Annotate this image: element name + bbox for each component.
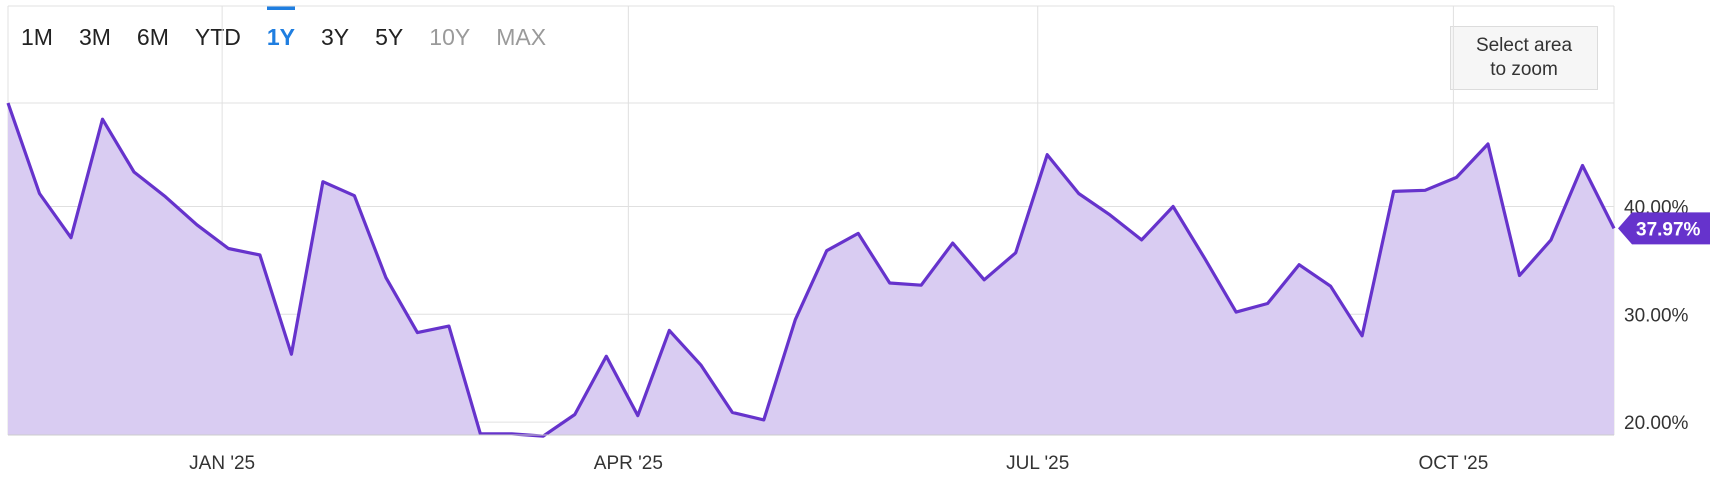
range-button-5y[interactable]: 5Y (375, 24, 404, 50)
x-tick-label: APR '25 (594, 453, 663, 474)
series-line (6, 102, 1616, 438)
zoom-hint-line2: to zoom (1490, 59, 1558, 80)
range-button-10y: 10Y (429, 24, 471, 50)
x-tick-label: JUL '25 (1006, 453, 1069, 474)
last-value-badge (1618, 212, 1710, 245)
y-tick-label: 30.00% (1624, 305, 1689, 326)
range-button-3m[interactable]: 3M (78, 24, 111, 50)
last-value-label: 37.97% (1636, 219, 1701, 240)
y-tick-label: 20.00% (1624, 413, 1689, 434)
series-area (8, 103, 1614, 437)
x-tick-label: JAN '25 (189, 453, 255, 474)
range-selector: 1M 3M 6M YTD 1Y 3Y 5Y 10Y MAX (8, 6, 559, 62)
zoom-hint: Select area to zoom (1450, 26, 1598, 90)
zoom-hint-line1: Select area (1475, 35, 1573, 56)
range-button-max: MAX (496, 24, 547, 50)
range-button-6m[interactable]: 6M (136, 24, 169, 50)
range-button-1y[interactable]: 1Y (254, 6, 308, 62)
x-tick-label: OCT '25 (1418, 453, 1488, 474)
range-button-ytd[interactable]: YTD (194, 24, 241, 50)
range-button-3y[interactable]: 3Y (321, 24, 350, 50)
range-button-1m[interactable]: 1M (21, 24, 53, 50)
